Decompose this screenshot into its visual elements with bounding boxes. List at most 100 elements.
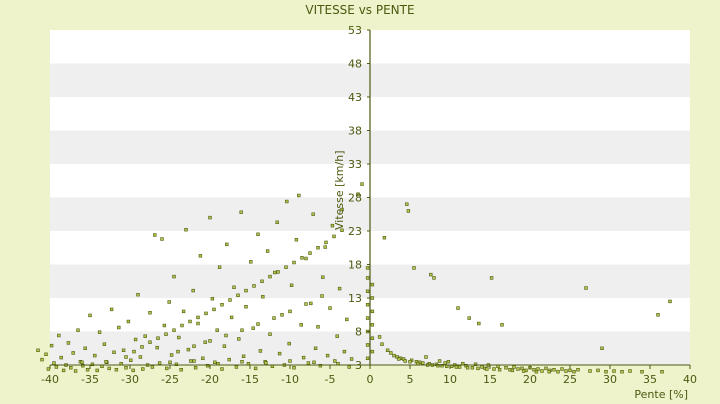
data-point [97, 330, 102, 334]
data-point [148, 310, 152, 315]
data-point [521, 369, 526, 373]
data-point [576, 367, 580, 372]
data-point [155, 345, 159, 350]
data-point [49, 343, 54, 348]
data-point [321, 275, 325, 279]
data-point [370, 282, 375, 287]
data-point [377, 335, 382, 339]
data-point [560, 367, 564, 371]
data-point [476, 366, 480, 371]
data-point [136, 292, 140, 297]
data-point [640, 369, 644, 374]
data-point [196, 315, 200, 320]
data-point [534, 369, 539, 374]
data-point [294, 238, 299, 242]
data-point [52, 361, 56, 365]
x-tick-label: 40 [683, 373, 697, 386]
data-point [225, 242, 229, 247]
data-point [304, 302, 308, 306]
x-tick-label: 35 [643, 373, 657, 386]
data-point [324, 240, 328, 245]
data-point [547, 369, 551, 374]
data-point [121, 348, 126, 352]
data-point [201, 356, 205, 360]
x-tick-label: -20 [201, 373, 219, 386]
data-point [392, 353, 396, 358]
data-point [153, 233, 157, 237]
data-point [237, 337, 241, 341]
data-point [284, 265, 288, 269]
data-point [365, 316, 370, 320]
data-point [129, 358, 133, 362]
x-tick-label: 25 [563, 373, 577, 386]
data-point [480, 365, 484, 369]
y-tick-label: 23 [348, 225, 362, 238]
data-point [320, 294, 324, 298]
data-point [457, 365, 462, 369]
data-point [556, 369, 560, 374]
data-point [133, 337, 138, 342]
data-point [584, 286, 588, 290]
data-point [454, 365, 459, 369]
data-point [234, 365, 239, 369]
data-point [46, 367, 51, 371]
data-point [446, 359, 451, 364]
data-point [264, 361, 268, 365]
data-point [210, 296, 215, 301]
data-point [311, 212, 315, 216]
data-point [181, 309, 186, 314]
data-point [54, 365, 59, 369]
data-point [240, 328, 244, 332]
data-point [203, 340, 207, 344]
y-tick-label: 38 [348, 125, 362, 138]
data-point [131, 368, 135, 373]
data-point [299, 323, 303, 327]
data-point [265, 249, 270, 253]
data-point [212, 307, 216, 312]
data-point [191, 288, 195, 293]
data-point [88, 313, 92, 318]
data-point [179, 367, 183, 372]
data-point [477, 321, 481, 326]
data-point [406, 209, 411, 213]
data-point [258, 349, 263, 353]
data-point [349, 357, 354, 361]
data-point [365, 302, 370, 307]
data-point [288, 359, 292, 363]
data-point [304, 256, 308, 261]
data-point [124, 365, 128, 370]
data-point [252, 284, 256, 288]
data-point [370, 349, 375, 354]
data-point [141, 367, 145, 371]
y-tick-label: 48 [348, 58, 362, 71]
x-tick-label: -10 [281, 373, 299, 386]
data-point [544, 366, 548, 371]
data-point [489, 276, 494, 280]
x-tick-label: 0 [367, 373, 374, 386]
data-point [337, 286, 342, 291]
data-point [289, 283, 294, 287]
data-point [80, 360, 84, 364]
data-point [36, 348, 40, 352]
data-point [325, 353, 330, 358]
x-tick-label: -25 [161, 373, 179, 386]
data-point [59, 355, 63, 360]
data-point [268, 274, 272, 279]
x-tick-label: -35 [81, 373, 99, 386]
data-point [370, 336, 375, 340]
data-point [470, 365, 475, 370]
data-point [370, 323, 375, 327]
y-tick-label: 8 [355, 326, 362, 339]
data-point [287, 341, 291, 346]
data-point [157, 361, 162, 365]
data-point [240, 359, 244, 364]
data-point [85, 367, 90, 372]
data-point [365, 343, 370, 347]
data-point [316, 325, 320, 329]
data-point [288, 309, 292, 314]
data-point [227, 357, 231, 362]
data-point [335, 334, 339, 338]
data-point [256, 322, 260, 326]
data-point [189, 359, 193, 363]
